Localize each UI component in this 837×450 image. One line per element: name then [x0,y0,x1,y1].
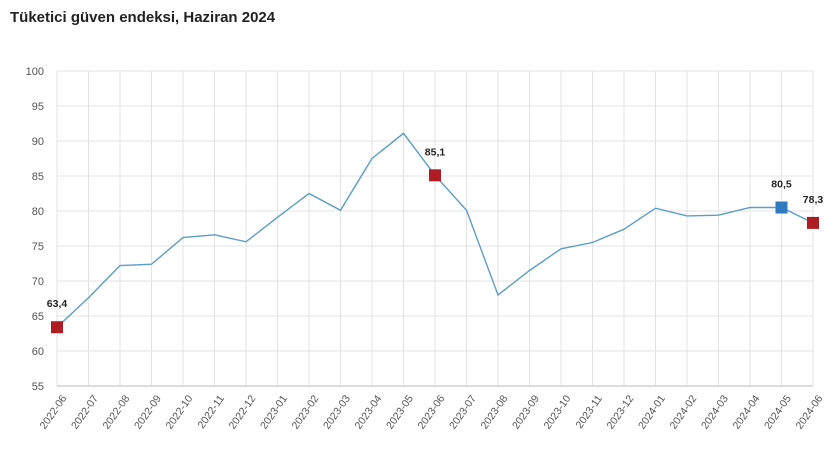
x-tick-label: 2022-10 [164,393,196,432]
data-label: 80,5 [771,179,792,191]
data-point [87,296,90,299]
x-tick-label: 2022-11 [195,393,227,431]
data-point [749,206,752,209]
data-point [402,132,405,135]
data-point [119,264,122,267]
x-tick-label: 2024-05 [762,393,794,432]
y-tick-label: 75 [32,241,44,253]
data-point [654,207,657,210]
data-point [245,240,248,243]
x-tick-label: 2024-03 [699,393,731,432]
y-tick-label: 95 [32,101,44,113]
x-tick-label: 2022-08 [101,393,133,432]
data-point [308,192,311,195]
x-tick-label: 2024-06 [794,393,826,432]
y-tick-label: 60 [32,346,44,358]
data-label: 63,4 [47,298,68,310]
highlight-marker [429,169,441,182]
data-point [371,157,374,160]
data-label: 85,1 [425,146,446,158]
x-tick-label: 2023-09 [510,393,542,432]
x-tick-label: 2024-01 [636,393,668,432]
y-tick-label: 100 [26,66,44,78]
highlight-marker [51,321,63,334]
data-point [686,214,689,217]
y-tick-label: 55 [32,381,44,393]
data-point [717,214,720,217]
x-tick-label: 2023-08 [479,393,511,432]
x-tick-label: 2023-07 [447,393,479,432]
data-point [339,209,342,212]
data-point [623,228,626,231]
x-tick-label: 2024-04 [731,393,763,432]
y-tick-label: 80 [32,206,44,218]
chart-title: Tüketici güven endeksi, Haziran 2024 [10,9,276,26]
x-tick-label: 2023-04 [353,393,385,432]
data-point [465,209,468,212]
x-tick-label: 2023-02 [290,393,322,432]
y-tick-label: 90 [32,136,44,148]
data-point [528,269,531,272]
data-point [591,241,594,244]
x-tick-label: 2022-09 [132,393,164,432]
highlight-marker [775,201,788,214]
data-point [150,263,153,266]
x-tick-label: 2023-03 [321,393,353,432]
data-point [213,233,216,236]
data-point [497,294,500,297]
data-point [182,236,185,239]
x-tick-label: 2022-06 [38,393,70,432]
x-tick-label: 2022-12 [227,393,259,432]
data-label: 78,3 [803,194,824,206]
data-point [560,247,563,250]
x-tick-label: 2023-12 [605,393,637,432]
x-tick-label: 2023-01 [258,393,290,432]
x-tick-label: 2023-11 [573,393,605,431]
y-tick-label: 65 [32,311,44,323]
data-point [276,216,279,219]
x-tick-label: 2023-10 [542,393,574,432]
y-tick-label: 70 [32,276,44,288]
x-tick-label: 2022-07 [69,393,101,432]
highlight-marker [807,216,819,229]
y-tick-label: 85 [32,171,44,183]
x-tick-label: 2023-06 [416,393,448,432]
x-tick-label: 2023-05 [384,393,416,432]
x-tick-label: 2024-02 [668,393,700,432]
